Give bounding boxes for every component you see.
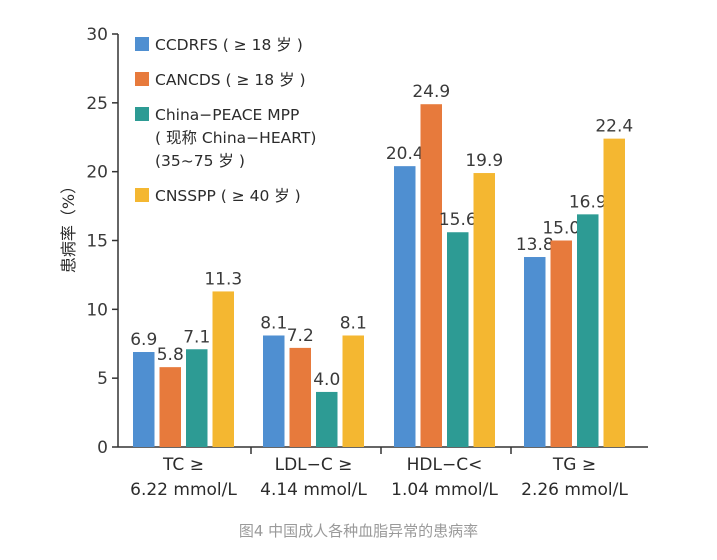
data-label: 19.9 [465,151,503,171]
bar-china-peace-mpp-1 [316,391,338,447]
figure-caption: 图4 中国成人各种血脂异常的患病率 [238,522,479,540]
y-tick-label: 0 [97,438,108,458]
data-label: 13.8 [516,235,554,255]
bar-ccdrfs-0 [133,352,155,447]
y-tick-label: 5 [97,369,108,389]
y-tick-label: 30 [86,25,108,45]
legend-label: (35~75 岁 ) [155,152,245,170]
prevalence-bar-chart: 0 5 10 15 20 25 30 患病率（%） 6.9 8.1 20.4 13.8 5.8 7.2 24… [59,25,648,500]
legend-label: CNSSPP ( ≥ 40 岁 ) [155,187,301,205]
bar-ccdrfs-3 [524,257,546,447]
data-label: 6.9 [130,330,157,350]
bar-china-peace-mpp-0 [186,349,208,447]
legend-label: CANCDS ( ≥ 18 岁 ) [155,71,306,89]
bar-cancds-2 [420,104,442,448]
legend-swatch [135,37,149,51]
bar-cnsspp-3 [603,138,625,448]
data-label: 4.0 [313,370,340,390]
x-category-label: 1.04 mmol/L [391,480,498,500]
x-category-label: 6.22 mmol/L [130,480,237,500]
bar-cancds-3 [550,240,572,447]
bar-ccdrfs-2 [394,166,416,447]
data-label: 8.1 [340,313,367,333]
data-label: 15.0 [542,219,580,239]
data-label: 5.8 [157,345,184,365]
y-tick-label: 10 [86,300,108,320]
x-category-label: HDL−C< [407,455,483,475]
bar-cnsspp-0 [212,291,234,447]
bar-cnsspp-2 [473,173,495,447]
x-category-label: 4.14 mmol/L [260,480,367,500]
data-label: 7.1 [183,327,210,347]
data-label: 20.4 [386,144,424,164]
y-tick-label: 15 [86,232,108,252]
data-label: 22.4 [595,117,633,137]
data-label: 11.3 [204,269,242,289]
x-category-label: TC ≥ [162,455,204,475]
data-label: 8.1 [260,313,287,333]
bar-ccdrfs-1 [263,335,285,447]
data-label: 24.9 [412,82,450,102]
legend-label: ( 现称 China−HEART) [155,129,316,147]
y-axis-label: 患病率（%） [59,178,78,273]
legend-label: CCDRFS ( ≥ 18 岁 ) [155,36,303,54]
x-category-label: LDL−C ≥ [275,455,353,475]
data-label: 16.9 [569,192,607,212]
legend-label: China−PEACE MPP [155,106,299,124]
bar-cancds-0 [159,367,181,447]
x-category-label: TG ≥ [552,455,596,475]
y-tick-label: 20 [86,163,108,183]
bar-cnsspp-1 [342,335,364,447]
bar-china-peace-mpp-2 [447,232,469,447]
x-category-label: 2.26 mmol/L [521,480,628,500]
legend-swatch [135,72,149,86]
bar-china-peace-mpp-3 [577,214,599,447]
legend-swatch [135,107,149,121]
bar-cancds-1 [289,347,311,447]
legend-swatch [135,188,149,202]
data-label: 15.6 [439,210,477,230]
data-label: 7.2 [287,326,314,346]
y-tick-label: 25 [86,94,108,114]
